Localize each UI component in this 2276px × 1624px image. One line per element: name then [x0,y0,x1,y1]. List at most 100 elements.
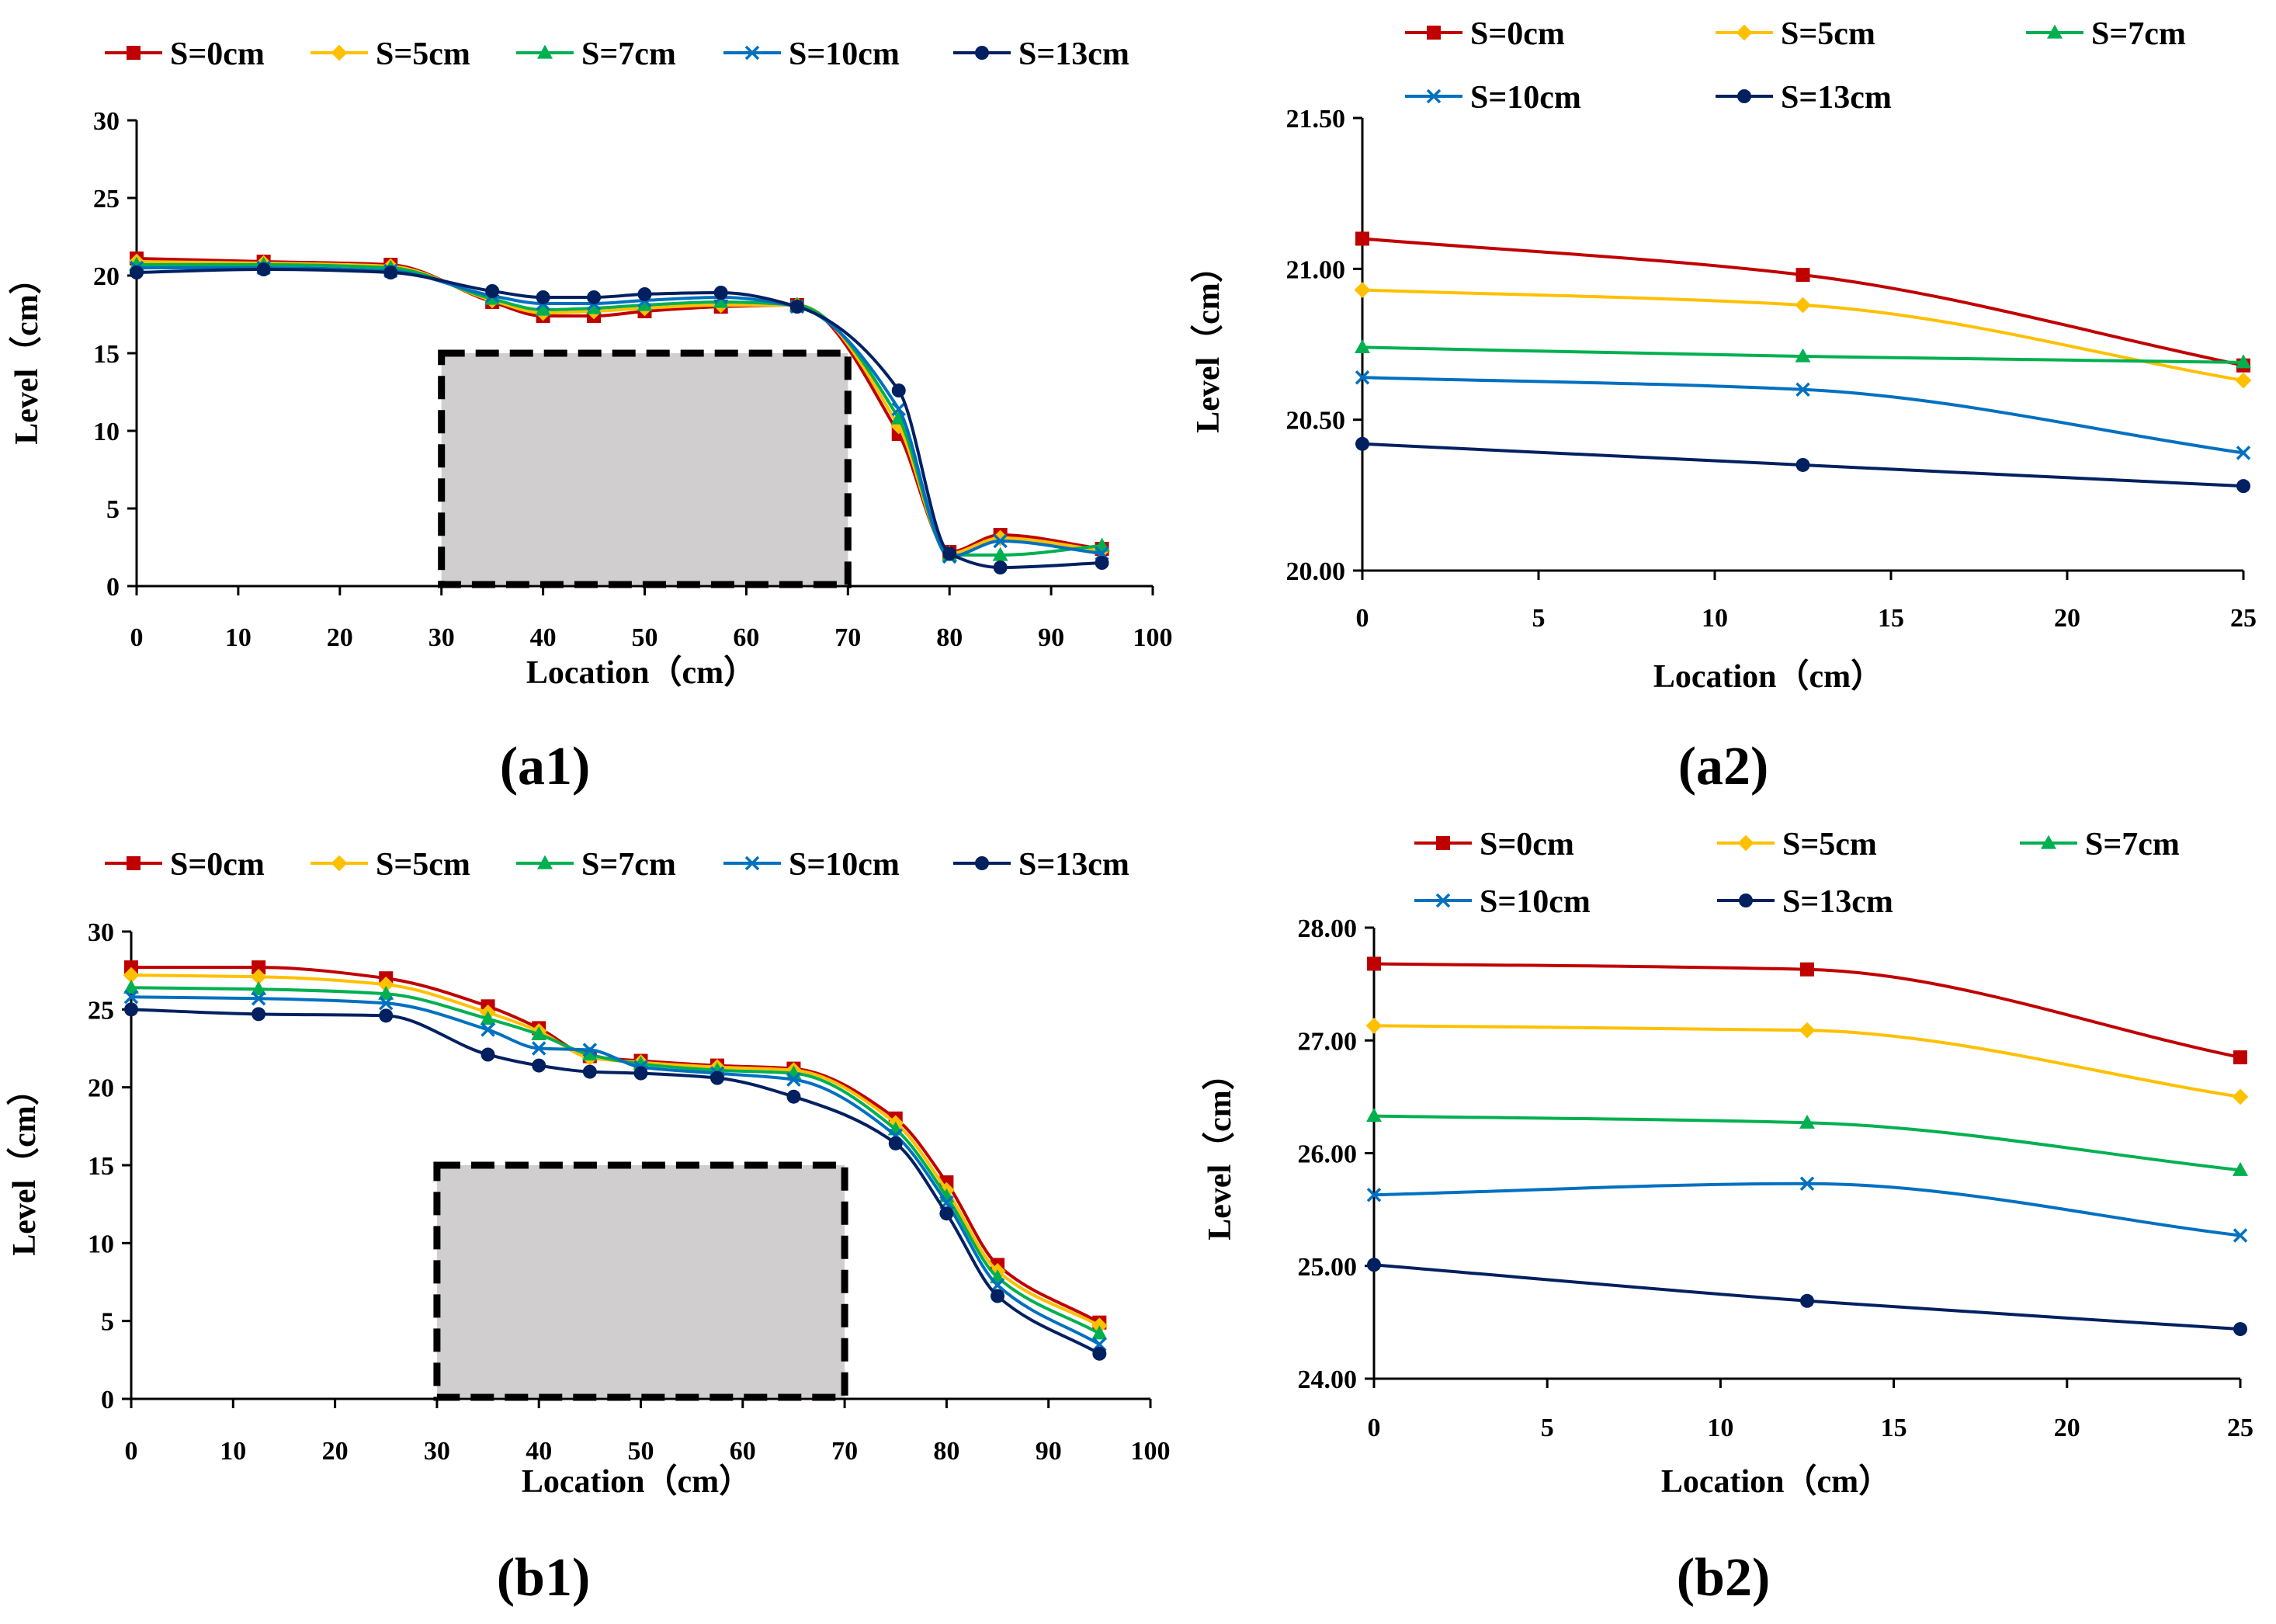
x-tick-label: 10 [1707,1414,1733,1442]
y-tick-label: 25 [88,996,114,1025]
data-point [1092,1346,1107,1361]
x-tick-label: 100 [1131,1437,1171,1466]
series-S=13cm [1367,1258,2247,1337]
legend-marker [1426,88,1442,104]
panel-label: (b1) [497,1548,591,1608]
y-tick-label: 20.50 [1286,407,1346,435]
legend-marker [744,855,760,871]
data-point [481,1047,495,1062]
x-tick-label: 0 [1368,1414,1381,1442]
y-tick-label: 21.50 [1286,105,1346,134]
legend-label: S=13cm [1018,847,1129,883]
panel-label: (b2) [1677,1548,1771,1608]
legend-entry: S=0cm [1414,827,1574,862]
data-point [379,996,394,1011]
legend-entry: S=10cm [723,847,900,883]
x-tick-label: 5 [1541,1414,1554,1442]
y-tick-label: 26.00 [1298,1140,1358,1169]
y-tick-label: 28.00 [1298,914,1358,943]
data-point [587,290,602,304]
legend-label: S=7cm [2091,16,2186,52]
data-point [1799,1114,1815,1129]
series-line [130,995,1101,1346]
y-tick-label: 27.00 [1298,1027,1358,1056]
x-tick-label: 10 [220,1437,246,1466]
x-tick-label: 50 [628,1437,654,1466]
x-tick-label: 40 [530,623,557,652]
x-tick-label: 50 [632,623,658,652]
legend-marker [1736,24,1753,41]
series-S=7cm [1366,1108,2248,1176]
legend-marker [1737,835,1754,852]
data-point [251,980,267,995]
y-tick-label: 10 [93,418,120,446]
data-point [581,1046,598,1061]
x-tick-label: 25 [2230,604,2257,633]
y-axis-title: Level（cm） [1202,1057,1238,1241]
y-tick-label: 30 [93,107,120,136]
legend-label: S=10cm [789,847,900,883]
y-tick-label: 15 [88,1152,114,1181]
legend-marker [537,44,553,59]
data-point [531,1026,547,1041]
legend-label: S=7cm [581,847,676,883]
x-tick-label: 30 [428,623,455,652]
panel-label: (a1) [500,737,591,796]
legend-marker [127,46,141,60]
legend-label: S=10cm [1480,884,1591,920]
data-point [256,262,271,276]
data-point [1366,1108,1382,1123]
data-point [1800,1293,1814,1308]
data-point [939,1206,954,1221]
y-tick-label: 5 [101,1308,114,1337]
x-tick-label: 10 [1702,604,1728,633]
x-tick-label: 0 [130,623,144,652]
chart-a1: 0 5 10 15 20 25 30 0 10 20 30 40 50 60 70 80 90 100 Locati… [9,36,1173,796]
y-tick-label: 5 [106,495,120,524]
data-point [990,1278,1005,1293]
data-point [992,547,1008,561]
data-point [1354,282,1371,298]
data-point [1795,297,1811,314]
legend-label: S=13cm [1018,36,1129,72]
panel-label: (a2) [1678,737,1769,796]
x-tick-label: 5 [1532,604,1546,633]
x-tick-label: 20 [2054,604,2080,633]
y-tick-label: 21.00 [1286,255,1346,284]
data-point [891,383,906,397]
legend-marker [1739,894,1753,907]
data-point [1795,348,1811,363]
data-point [586,300,602,314]
legend-entry: S=7cm [2020,827,2180,862]
data-point [532,1058,546,1073]
data-point [710,1071,724,1085]
legend-entry: S=0cm [105,847,265,883]
legend-label: S=5cm [376,36,470,72]
y-tick-label: 24.00 [1298,1365,1358,1394]
x-tick-label: 15 [1878,604,1904,633]
data-point [891,401,906,417]
y-axis-title: Level（cm） [6,1073,43,1256]
data-point [1095,556,1109,570]
y-tick-label: 0 [106,573,120,602]
data-point [582,1043,598,1057]
x-tick-label: 10 [225,623,252,652]
data-point [250,968,267,985]
obstacle-block [433,1161,848,1401]
legend-entry: S=5cm [1717,827,1877,862]
legend-marker [1436,836,1450,850]
data-point [379,1008,394,1023]
chart-b1: 0 5 10 15 20 25 30 0 10 20 30 40 50 60 70 80 90 100 Locati… [6,847,1171,1608]
data-point [633,1066,648,1081]
series-S=0cm [1367,956,2247,1065]
y-tick-label: 0 [101,1386,114,1414]
x-axis-title: Location（cm） [526,654,756,691]
data-point [123,966,140,984]
data-point [992,529,1009,547]
x-tick-label: 0 [1356,604,1369,633]
x-tick-label: 80 [936,623,963,652]
x-tick-label: 25 [2227,1414,2253,1442]
x-tick-label: 90 [1036,1437,1062,1466]
data-point [480,1010,496,1025]
